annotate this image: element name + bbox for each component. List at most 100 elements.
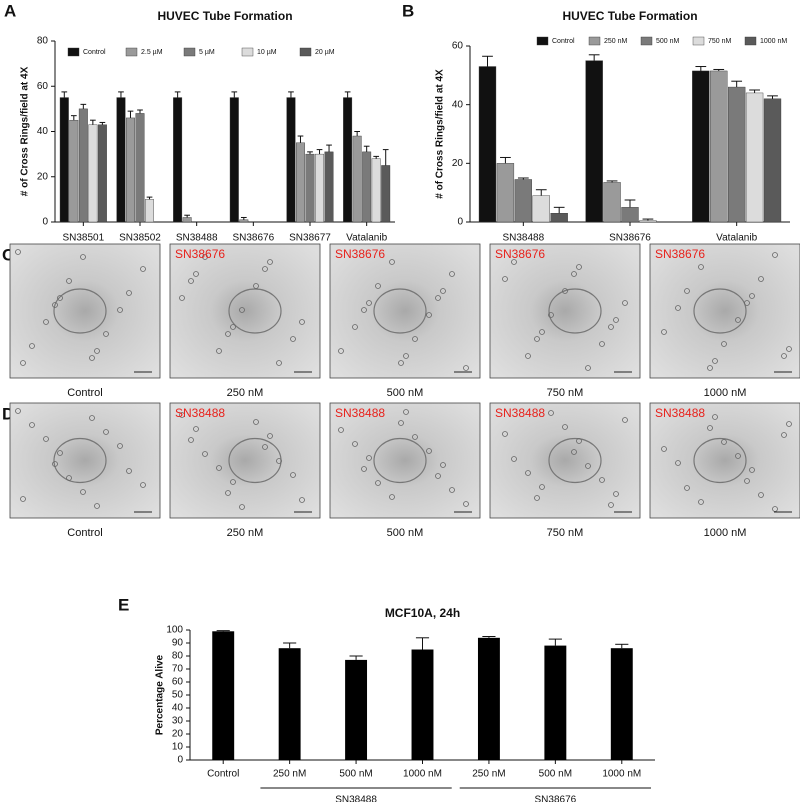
micrograph-cell bbox=[29, 343, 35, 349]
image-caption: 500 nM bbox=[387, 527, 424, 539]
bar bbox=[296, 142, 305, 223]
panel-letter: B bbox=[402, 1, 414, 20]
micrograph-cell bbox=[721, 341, 727, 347]
micrograph-cell bbox=[375, 283, 381, 289]
x-tick-label: SN38488 bbox=[502, 233, 544, 244]
y-axis-title: # of Cross Rings/field at 4X bbox=[20, 66, 31, 196]
micrograph-cell bbox=[225, 331, 231, 337]
legend-swatch bbox=[241, 47, 254, 57]
y-tick-label: 100 bbox=[166, 625, 183, 636]
y-axis-title: # of Cross Rings/field at 4X bbox=[435, 69, 446, 199]
bar bbox=[532, 195, 550, 223]
micrograph-cell bbox=[707, 425, 713, 431]
micrograph-cell bbox=[435, 295, 441, 301]
image-caption: 750 nM bbox=[547, 527, 584, 539]
micrograph-feature bbox=[693, 437, 747, 484]
image-overlay: SN38676 bbox=[175, 247, 225, 261]
bar bbox=[229, 97, 239, 223]
micrograph-cell bbox=[698, 264, 704, 270]
x-tick-label: 500 nM bbox=[339, 769, 372, 780]
chart-title: MCF10A, 24h bbox=[385, 606, 460, 620]
micrograph-cell bbox=[398, 420, 404, 426]
micrograph-cell bbox=[525, 353, 531, 359]
micrograph-cell bbox=[299, 319, 305, 325]
legend-label: 2.5 µM bbox=[141, 49, 163, 56]
bar bbox=[763, 98, 782, 223]
micrograph-cell bbox=[140, 482, 146, 488]
micrograph-cell bbox=[202, 254, 208, 260]
micrograph-cell bbox=[117, 307, 123, 313]
micrograph-cell bbox=[57, 450, 63, 456]
micrograph-cell bbox=[230, 324, 236, 330]
micrograph-cell bbox=[276, 360, 282, 366]
bar bbox=[59, 97, 69, 223]
micrograph-cell bbox=[684, 288, 690, 294]
micrograph-cell bbox=[712, 358, 718, 364]
micrograph-feature bbox=[228, 288, 282, 334]
micrograph-cell bbox=[613, 317, 619, 323]
chart-title: HUVEC Tube Formation bbox=[562, 9, 697, 23]
y-axis-title: Percentage Alive bbox=[155, 654, 166, 735]
micrograph-cell bbox=[463, 501, 469, 507]
image-caption: 1000 nM bbox=[704, 527, 747, 539]
micrograph-cell bbox=[576, 264, 582, 270]
image-caption: 1000 nM bbox=[704, 387, 747, 399]
bar bbox=[78, 108, 88, 223]
micrograph-cell bbox=[403, 353, 409, 359]
y-tick-label: 80 bbox=[172, 651, 184, 662]
micrograph-cell bbox=[449, 487, 455, 493]
micrograph bbox=[649, 243, 800, 379]
image-caption: 250 nM bbox=[227, 387, 264, 399]
legend-label: 500 nM bbox=[656, 38, 680, 45]
micrograph-cell bbox=[66, 278, 72, 284]
image-overlay: SN38676 bbox=[495, 247, 545, 261]
micrograph-cell bbox=[230, 479, 236, 485]
bar bbox=[343, 97, 353, 223]
bar bbox=[496, 163, 515, 223]
micrograph-cell bbox=[772, 252, 778, 258]
micrograph-cell bbox=[361, 307, 367, 313]
micrograph bbox=[9, 243, 161, 379]
x-tick-label: 250 nM bbox=[472, 769, 505, 780]
micrograph-cell bbox=[712, 414, 718, 420]
micrograph-cell bbox=[599, 477, 605, 483]
bar bbox=[135, 113, 145, 223]
image-overlay: SN38488 bbox=[335, 406, 385, 420]
image-overlay: SN38676 bbox=[335, 247, 385, 261]
legend-swatch bbox=[588, 36, 601, 46]
legend-swatch bbox=[744, 36, 757, 46]
micrograph-cell bbox=[126, 468, 132, 474]
legend-label: Control bbox=[552, 38, 575, 45]
legend-swatch bbox=[299, 47, 312, 57]
micrograph-cell bbox=[94, 503, 100, 509]
micrograph-cell bbox=[534, 336, 540, 342]
micrograph-cell bbox=[352, 441, 358, 447]
micrograph-cell bbox=[239, 307, 245, 313]
bar bbox=[182, 217, 192, 223]
micrograph-cell bbox=[188, 437, 194, 443]
legend-swatch bbox=[692, 36, 705, 46]
micrograph bbox=[329, 402, 481, 519]
micrograph-cell bbox=[735, 317, 741, 323]
y-tick-label: 10 bbox=[172, 742, 184, 753]
image-overlay: SN38676 bbox=[655, 247, 705, 261]
micrograph-cell bbox=[29, 422, 35, 428]
micrograph-cell bbox=[389, 259, 395, 265]
micrograph-cell bbox=[661, 329, 667, 335]
micrograph-feature bbox=[228, 437, 282, 484]
micrograph-cell bbox=[253, 283, 259, 289]
bar bbox=[710, 70, 728, 223]
micrograph-cell bbox=[613, 491, 619, 497]
micrograph-cell bbox=[361, 466, 367, 472]
micrograph-cell bbox=[744, 478, 750, 484]
micrograph bbox=[489, 402, 641, 519]
micrograph-cell bbox=[786, 346, 792, 352]
y-tick-label: 40 bbox=[37, 126, 49, 137]
micrograph-feature bbox=[548, 288, 602, 334]
micrograph-cell bbox=[502, 431, 508, 437]
legend-label: 1000 nM bbox=[760, 38, 787, 45]
micrograph-cell bbox=[262, 444, 268, 450]
micrograph-cell bbox=[193, 426, 199, 432]
micrograph-cell bbox=[389, 494, 395, 500]
micrograph bbox=[169, 243, 321, 379]
